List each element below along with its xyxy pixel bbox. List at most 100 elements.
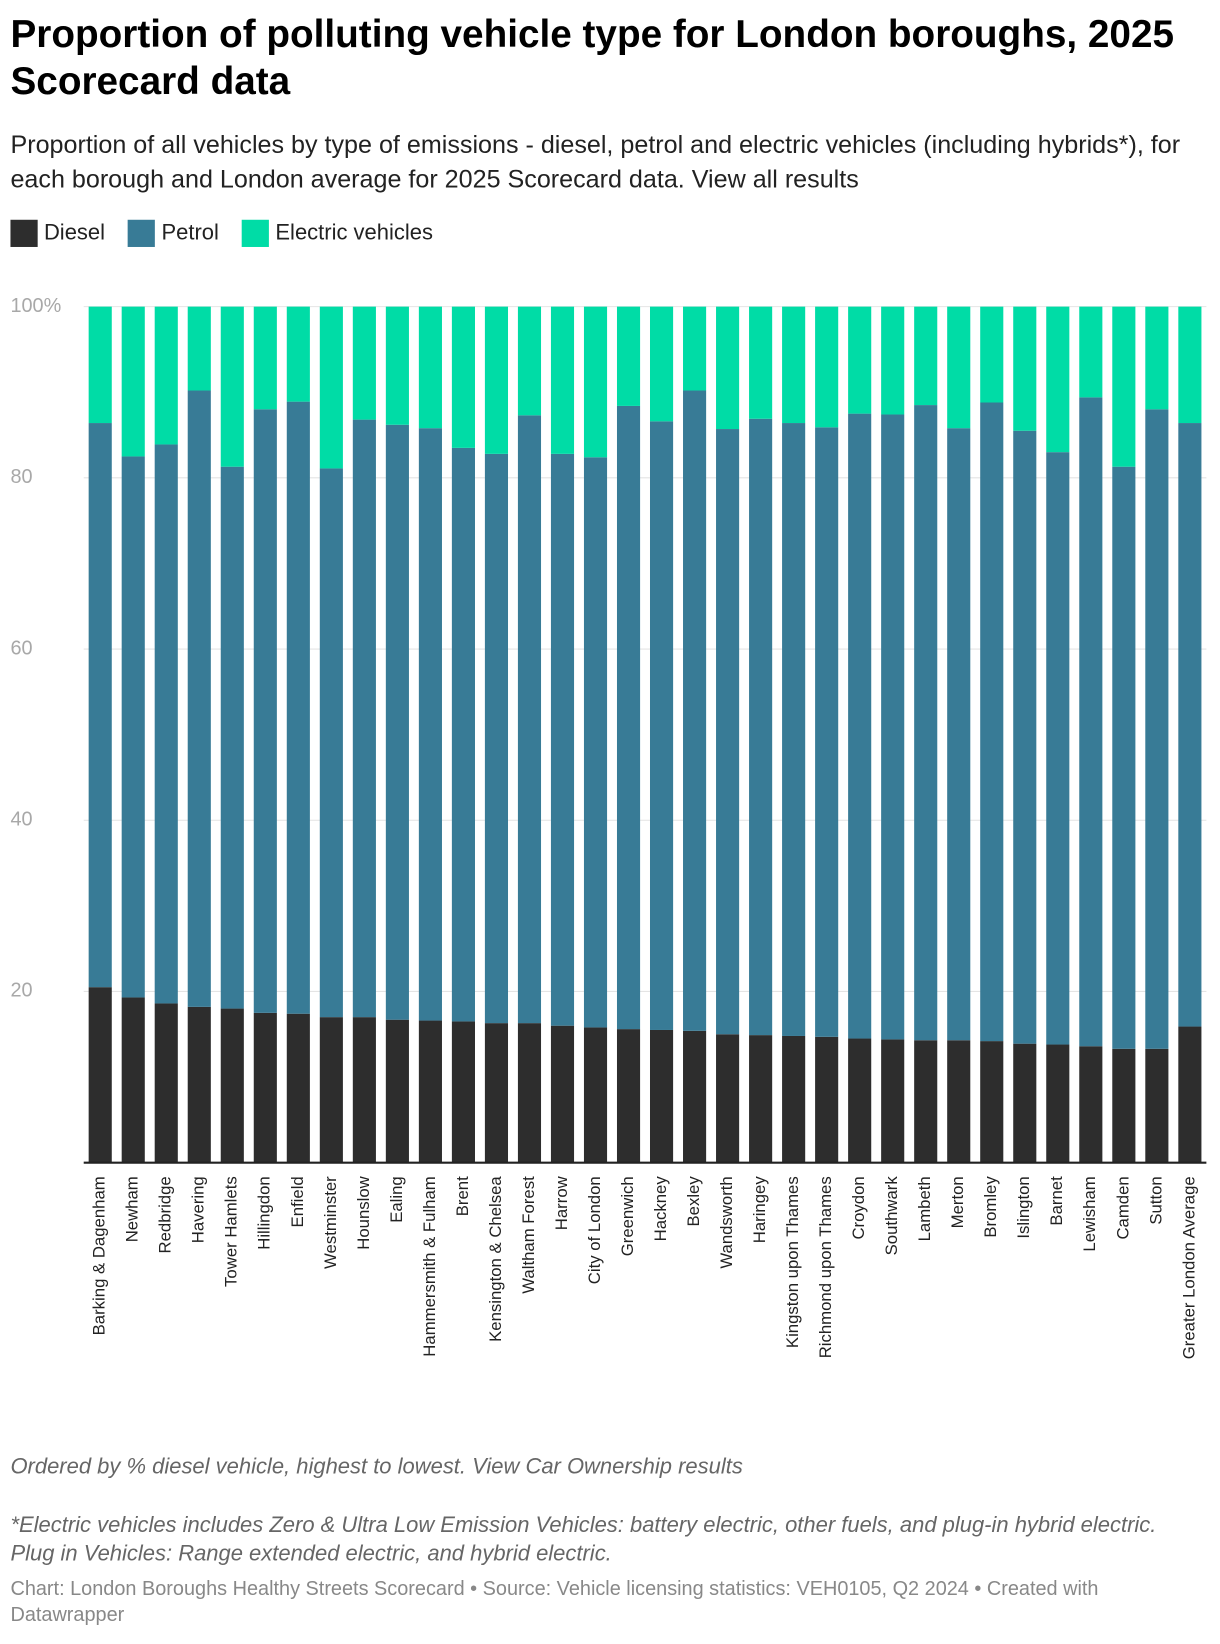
bar-segment: [517, 1023, 542, 1163]
bar-segment: [319, 306, 343, 469]
x-tick-label: Greenwich: [618, 1176, 637, 1256]
x-tick-label: Sutton: [1146, 1176, 1165, 1224]
bar-segment: [1178, 306, 1202, 424]
x-tick-label: Enfield: [288, 1176, 307, 1227]
x-tick-label: Croydon: [849, 1176, 868, 1239]
bar-segment: [782, 306, 806, 424]
bar-segment: [1046, 306, 1070, 453]
bar-segment: [517, 306, 542, 416]
x-tick-label: Lambeth: [915, 1176, 934, 1241]
x-tick-label: Newham: [123, 1176, 142, 1242]
bar-segment: [1013, 306, 1037, 431]
bar-segment: [815, 1036, 839, 1163]
x-tick-label: Ealing: [387, 1176, 406, 1223]
y-tick-label: 80: [10, 466, 32, 488]
legend-label: Diesel: [43, 220, 106, 245]
bar-segment: [749, 1035, 773, 1163]
bar-segment: [683, 390, 707, 1031]
bar-segment: [220, 306, 244, 467]
bar-segment: [782, 423, 806, 1036]
x-tick-label: City of London: [585, 1176, 604, 1284]
x-tick-label: Hounslow: [354, 1175, 373, 1249]
x-tick-label: Merton: [948, 1176, 967, 1228]
bar-segment: [1013, 430, 1037, 1044]
bar-segment: [187, 390, 211, 1007]
bar-segment: [716, 429, 740, 1035]
bar-segment: [418, 1020, 442, 1163]
bar-segment: [484, 1023, 509, 1163]
legend-label: Petrol: [161, 220, 219, 245]
bar-segment: [451, 1021, 475, 1163]
bar-segment: [121, 997, 145, 1163]
bar-segment: [550, 306, 575, 454]
bar-segment: [1112, 1048, 1136, 1163]
bar-segment: [980, 1041, 1004, 1163]
y-tick-label: 40: [10, 808, 32, 830]
bar-segment: [616, 1029, 641, 1163]
bar-segment: [583, 306, 608, 458]
x-tick-label: Richmond upon Thames: [816, 1176, 835, 1358]
chart-subtitle: Proportion of all vehicles by type of em…: [10, 130, 1181, 194]
bar-segment: [352, 419, 376, 1018]
bar-segment: [1145, 1048, 1169, 1163]
x-tick-label: Harrow: [552, 1175, 571, 1230]
bar-segment: [187, 1006, 211, 1163]
x-tick-label: Tower Hamlets: [222, 1176, 241, 1287]
x-tick-label: Hammersmith & Fulham: [420, 1176, 439, 1356]
bar-segment: [385, 424, 409, 1020]
bar-segment: [815, 306, 839, 428]
bar-segment: [352, 306, 376, 420]
bar-segment: [1145, 409, 1169, 1049]
bar-segment: [319, 468, 343, 1018]
bar-segment: [1079, 306, 1103, 398]
legend-item: Diesel: [10, 219, 106, 247]
bar-segment: [1046, 452, 1070, 1045]
x-tick-label: Barnet: [1047, 1176, 1066, 1226]
bar-segment: [848, 413, 872, 1039]
bar-segment: [253, 409, 277, 1013]
bar-segment: [88, 306, 112, 424]
x-tick-label: Camden: [1113, 1176, 1132, 1239]
chart-title: Proportion of polluting vehicle type for…: [10, 12, 1175, 103]
x-tick-label: Brent: [453, 1176, 472, 1216]
bar-segment: [683, 306, 707, 391]
bar-segment: [418, 428, 442, 1021]
bar-segment: [1178, 423, 1202, 1027]
bar-segment: [881, 414, 905, 1040]
x-tick-label: Greater London Average: [1179, 1176, 1198, 1359]
bar-segment: [1178, 1026, 1202, 1163]
bar-segment: [484, 453, 509, 1024]
y-tick-label: 20: [10, 980, 32, 1002]
chart: 100% 80 60 40 20 Barking & Dagenham Newham Redb…: [10, 295, 1207, 1359]
bar-segment: [220, 1008, 244, 1163]
x-tick-label: Haringey: [750, 1176, 769, 1244]
bar-segment: [253, 306, 277, 410]
legend-swatch: [241, 219, 270, 247]
bar-segment: [1046, 1044, 1070, 1163]
bar-segment: [616, 306, 641, 406]
source: Chart: London Boroughs Healthy Streets S…: [10, 1578, 1099, 1627]
bar-segment: [121, 306, 145, 457]
bar-segment: [517, 415, 542, 1024]
bar-segment: [716, 1034, 740, 1163]
legend: Diesel Petrol Electric vehicles: [10, 219, 1205, 247]
bar-segment: [914, 1040, 938, 1163]
x-tick-label: Kensington & Chelsea: [486, 1176, 505, 1342]
bar-segment: [1112, 466, 1136, 1049]
bar-segment: [286, 1013, 310, 1163]
x-tick-label: Hackney: [651, 1176, 670, 1242]
bar-segment: [583, 457, 608, 1028]
bar-segment: [947, 428, 971, 1041]
x-tick-label: Hillingdon: [255, 1176, 274, 1250]
bar-segment: [815, 427, 839, 1037]
bar-segment: [749, 418, 773, 1036]
bar-segment: [1145, 306, 1169, 410]
note: *Electric vehicles includes Zero & Ultra…: [10, 1513, 1157, 1566]
bar-segment: [1079, 397, 1103, 1047]
legend-swatch: [128, 219, 156, 247]
bar-segment: [649, 306, 674, 422]
bar-segment: [914, 405, 938, 1041]
legend-swatch: [10, 219, 38, 247]
bar-segment: [881, 306, 905, 415]
